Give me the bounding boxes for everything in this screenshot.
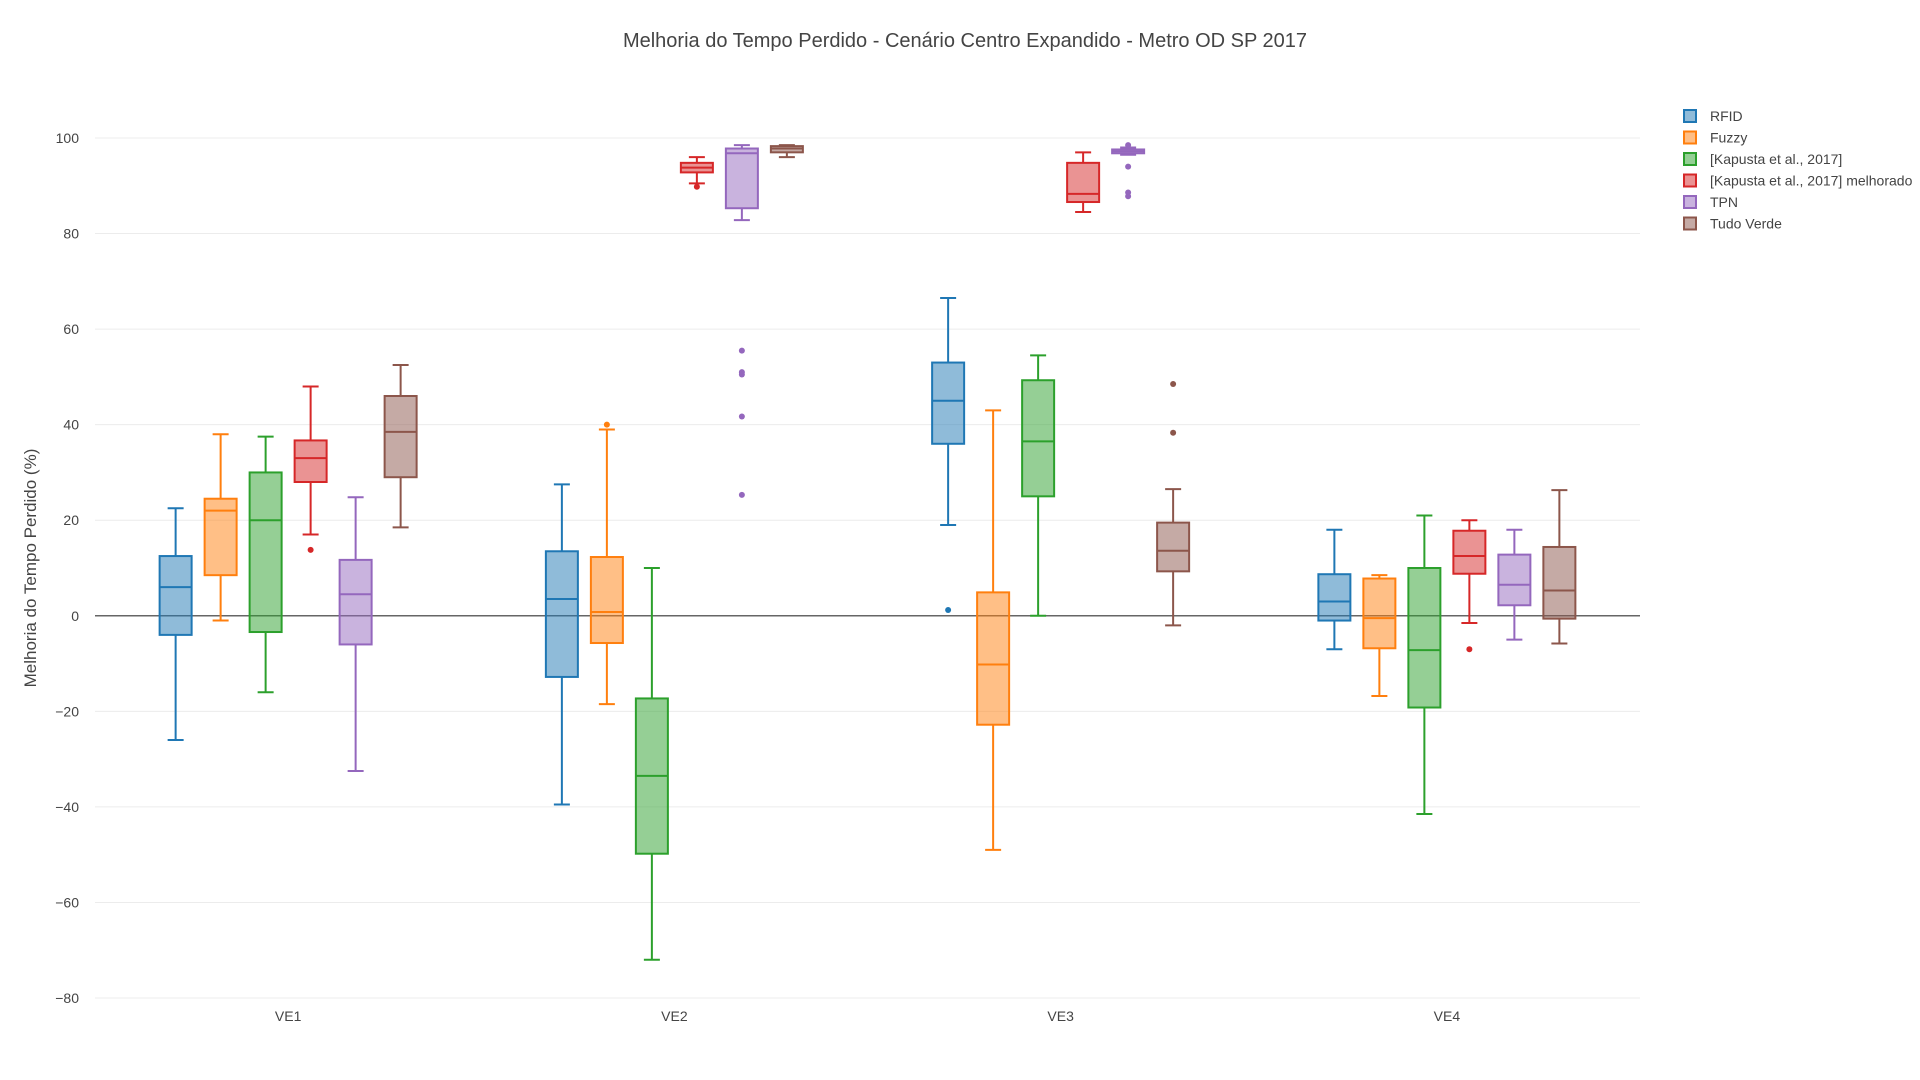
box--kapusta-et-al-2017--ve2[interactable] bbox=[634, 567, 669, 961]
box-tpn-ve4[interactable] bbox=[1497, 528, 1532, 641]
box-tudo-verde-ve2[interactable] bbox=[769, 144, 804, 159]
box-rfid-ve2[interactable] bbox=[544, 483, 579, 806]
legend-label: Tudo Verde bbox=[1710, 216, 1782, 232]
legend-item[interactable]: TPN bbox=[1683, 194, 1738, 210]
legend-swatch bbox=[1683, 216, 1697, 231]
axes: 100 80 60 40 20 0 −20 −40 −60 −80 Melhoria do Temp… bbox=[21, 130, 1460, 1024]
box--kapusta-et-al-2017-melhorado-ve1[interactable] bbox=[293, 385, 328, 553]
y-tick-label: 40 bbox=[63, 417, 79, 433]
gridlines bbox=[95, 137, 1640, 999]
y-tick-label: −40 bbox=[55, 799, 79, 815]
box-rfid-ve3[interactable] bbox=[931, 297, 966, 614]
box-tudo-verde-ve1[interactable] bbox=[383, 363, 418, 529]
box-iqr bbox=[544, 550, 579, 678]
box-fuzzy-ve4[interactable] bbox=[1362, 574, 1397, 698]
y-tick-label: −60 bbox=[55, 894, 79, 910]
x-tick-label: VE1 bbox=[275, 1008, 302, 1024]
legend-label: TPN bbox=[1710, 194, 1738, 210]
legend-item[interactable]: [Kapusta et al., 2017] melhorado bbox=[1683, 173, 1913, 189]
y-tick-label: 60 bbox=[63, 321, 79, 337]
y-axis-title: Melhoria do Tempo Perdido (%) bbox=[21, 449, 40, 688]
legend-swatch bbox=[1683, 173, 1697, 188]
legend-label: [Kapusta et al., 2017] bbox=[1710, 151, 1842, 167]
box-fuzzy-ve1[interactable] bbox=[203, 433, 238, 622]
outlier-point bbox=[738, 413, 745, 420]
box--kapusta-et-al-2017-melhorado-ve3[interactable] bbox=[1066, 151, 1101, 214]
box--kapusta-et-al-2017-melhorado-ve2[interactable] bbox=[679, 156, 714, 190]
box-iqr bbox=[1066, 161, 1101, 204]
legend-label: RFID bbox=[1710, 108, 1743, 124]
legend-item[interactable]: Fuzzy bbox=[1683, 130, 1747, 146]
x-tick-label: VE3 bbox=[1047, 1008, 1074, 1024]
box-tpn-ve1[interactable] bbox=[338, 496, 373, 773]
box-iqr bbox=[1407, 567, 1442, 709]
box-rfid-ve1[interactable] bbox=[158, 507, 193, 741]
outlier-point bbox=[1170, 381, 1177, 388]
legend-label: [Kapusta et al., 2017] melhorado bbox=[1710, 173, 1913, 189]
outlier-point bbox=[1466, 646, 1473, 653]
box-iqr bbox=[1021, 379, 1056, 498]
box-iqr bbox=[1156, 521, 1191, 573]
outlier-point bbox=[1125, 142, 1132, 149]
box-iqr bbox=[1542, 545, 1577, 620]
box-iqr bbox=[1497, 553, 1532, 607]
box-iqr bbox=[1317, 573, 1352, 622]
y-tick-label: 80 bbox=[63, 226, 79, 242]
outlier-point bbox=[603, 421, 610, 428]
box-iqr bbox=[383, 395, 418, 479]
legend-swatch bbox=[1683, 195, 1697, 209]
legend-item[interactable]: [Kapusta et al., 2017] bbox=[1683, 151, 1842, 167]
box-iqr bbox=[1452, 529, 1487, 575]
box-tpn-ve3[interactable] bbox=[1111, 142, 1146, 200]
box-iqr bbox=[931, 361, 966, 445]
outlier-point bbox=[738, 347, 745, 354]
box-iqr bbox=[338, 558, 373, 646]
y-tick-label: −20 bbox=[55, 703, 79, 719]
box-tpn-ve2[interactable] bbox=[724, 144, 759, 498]
box--kapusta-et-al-2017--ve3[interactable] bbox=[1021, 354, 1056, 617]
box-iqr bbox=[589, 556, 624, 645]
chart-title: Melhoria do Tempo Perdido - Cenário Cent… bbox=[622, 30, 1308, 52]
legend-label: Fuzzy bbox=[1710, 130, 1747, 146]
box-iqr bbox=[293, 439, 328, 483]
outlier-point bbox=[693, 183, 700, 190]
box-fuzzy-ve3[interactable] bbox=[976, 409, 1011, 851]
box-iqr bbox=[976, 591, 1011, 726]
legend-swatch bbox=[1683, 152, 1697, 166]
outlier-point bbox=[1170, 429, 1177, 436]
box--kapusta-et-al-2017-melhorado-ve4[interactable] bbox=[1452, 519, 1487, 653]
box-fuzzy-ve2[interactable] bbox=[589, 421, 624, 706]
legend: RFID Fuzzy [Kapusta et al., 2017] [Kapusta … bbox=[1683, 108, 1913, 232]
outlier-point bbox=[307, 546, 314, 553]
box-rfid-ve4[interactable] bbox=[1317, 528, 1352, 651]
box--kapusta-et-al-2017--ve1[interactable] bbox=[248, 435, 283, 694]
legend-item[interactable]: RFID bbox=[1683, 108, 1743, 124]
y-tick-label: 0 bbox=[71, 608, 79, 624]
outlier-point bbox=[738, 371, 745, 378]
y-tick-label: 100 bbox=[56, 130, 80, 146]
box-iqr bbox=[724, 147, 759, 210]
outlier-point bbox=[945, 607, 952, 614]
outlier-point bbox=[1125, 193, 1132, 200]
box--kapusta-et-al-2017--ve4[interactable] bbox=[1407, 514, 1442, 816]
x-tick-label: VE2 bbox=[661, 1008, 688, 1024]
box-tudo-verde-ve3[interactable] bbox=[1156, 381, 1191, 627]
box-tudo-verde-ve4[interactable] bbox=[1542, 489, 1577, 645]
box-iqr bbox=[248, 471, 283, 634]
legend-swatch bbox=[1683, 130, 1697, 145]
legend-swatch bbox=[1683, 109, 1697, 123]
outlier-point bbox=[738, 491, 745, 498]
legend-item[interactable]: Tudo Verde bbox=[1683, 216, 1782, 232]
box-iqr bbox=[1362, 577, 1397, 650]
y-tick-label: −80 bbox=[55, 990, 79, 1006]
boxes bbox=[158, 142, 1577, 961]
x-tick-label: VE4 bbox=[1434, 1008, 1461, 1024]
y-tick-label: 20 bbox=[63, 512, 79, 528]
box-iqr bbox=[158, 555, 193, 636]
outlier-point bbox=[1125, 163, 1132, 170]
